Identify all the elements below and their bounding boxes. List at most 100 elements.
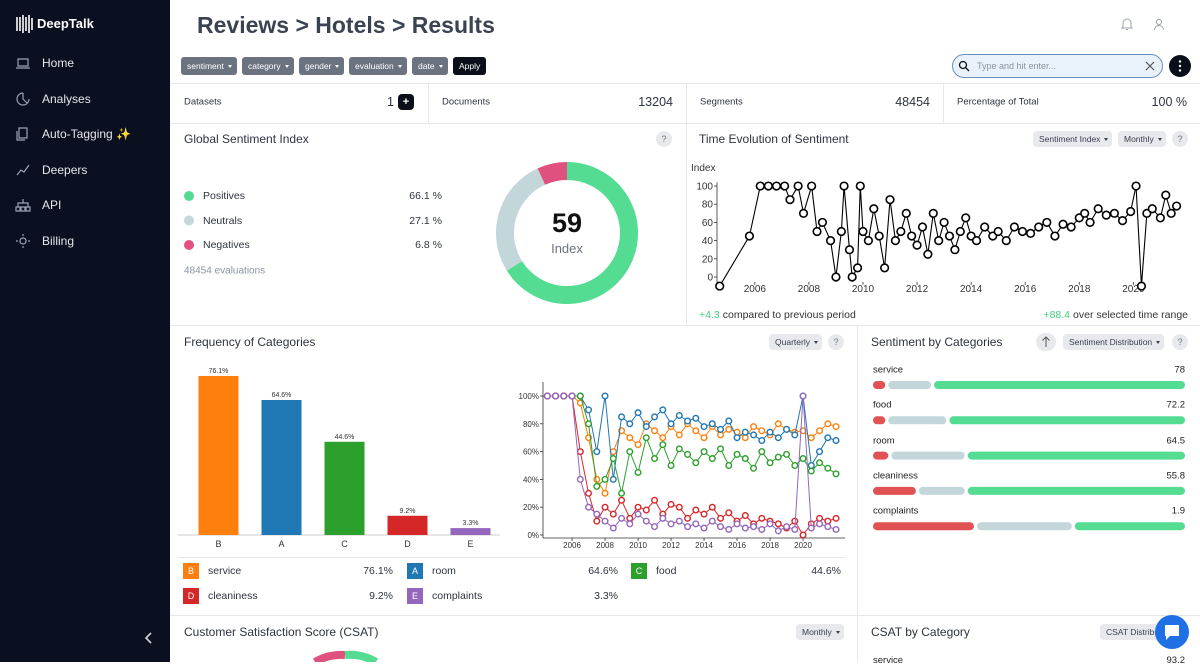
data-point [708,420,716,428]
data-point [774,420,782,428]
data-point [568,392,576,400]
panel-dropdown[interactable]: Sentiment Index [1033,131,1113,147]
donut-segment [537,162,568,185]
search-box[interactable]: Type and hit enter... [952,54,1163,78]
data-point [890,236,901,246]
category-score: 78 [1174,364,1185,376]
clear-icon[interactable] [1145,61,1155,71]
brand-name: DeepTalk [37,16,94,31]
data-point [798,208,809,218]
data-point [1017,226,1028,237]
filter-dropdown[interactable]: sentiment [181,57,237,75]
data-point [618,514,626,522]
data-point [733,434,741,442]
data-point [543,392,551,400]
filter-dropdown[interactable]: date [412,57,448,75]
y-tick-label: 100% [519,392,539,401]
panel-dropdown[interactable]: Monthly [1118,131,1166,147]
y-tick-label: 20 [702,254,714,265]
data-point [934,236,944,246]
bar-value-label: 9.2% [400,508,416,515]
distribution-segment [873,522,974,531]
distribution-segment [873,451,889,460]
data-point [560,392,568,400]
more-button[interactable] [1169,55,1191,77]
nav-item[interactable]: Deepers [42,162,88,177]
icon-path [15,199,31,212]
data-point [939,217,949,228]
x-tick-label: 2018 [761,541,779,550]
panel-dropdown[interactable]: Sentiment Distribution [1063,334,1165,350]
bar-value-label: 44.6% [335,434,355,441]
bell-icon[interactable] [1120,17,1134,31]
nav-item[interactable]: Home [42,56,75,70]
data-point [901,208,911,218]
data-point [552,392,560,400]
data-point [755,181,765,191]
panel-dropdown[interactable]: CSAT Distribution [1100,624,1185,640]
data-point [543,392,551,400]
nav-item[interactable]: Auto-Tagging ✨ [42,127,131,142]
data-point [618,489,626,497]
filter-dropdown[interactable]: category [242,57,294,75]
distribution-segment [949,416,1185,425]
data-point [667,420,675,428]
data-point [708,517,716,525]
bar-value-label: 3.3% [463,520,479,527]
data-point [836,226,846,237]
category-label: food [873,399,892,411]
panel-dropdown[interactable]: Quarterly [769,334,822,350]
sort-button[interactable] [1036,333,1056,351]
legend-value: 64.6% [588,565,618,577]
data-point [1171,201,1182,211]
icon-path [16,127,28,141]
data-point [552,392,560,400]
help-button[interactable]: ? [656,131,672,147]
help-button[interactable]: ? [1172,334,1188,350]
data-point [824,523,832,531]
add-dataset-button[interactable]: + [398,94,414,110]
data-point [568,392,576,400]
data-point [807,524,815,532]
data-point [907,231,917,241]
data-point [1026,228,1036,238]
data-point [634,441,642,449]
data-point [593,448,601,456]
nav-item[interactable]: API [42,198,62,213]
data-point [1093,204,1103,214]
data-point [634,503,642,511]
data-point [675,431,683,439]
y-tick-label: 0% [527,531,539,540]
legend-value: 6.8 % [415,239,442,251]
data-point [1042,217,1052,228]
x-tick-label: 2012 [906,284,929,295]
data-point [700,448,708,456]
data-point [928,208,938,218]
panel-dropdown[interactable]: Monthly [796,624,844,640]
user-icon[interactable] [1152,17,1166,31]
collapse-button[interactable] [141,630,157,646]
csat-gauge-decoration [312,650,346,662]
help-button[interactable]: ? [828,334,844,350]
x-tick-label: 2014 [695,541,713,550]
filter-dropdown[interactable]: gender [299,57,345,75]
nav-item[interactable]: Analyses [42,91,91,106]
icon-path [16,91,30,106]
data-point [609,448,617,456]
help-button[interactable]: ? [1172,131,1188,147]
data-point [771,181,782,191]
data-point [758,448,766,456]
data-point [1131,181,1141,191]
filter-dropdown[interactable]: evaluation [349,57,407,75]
x-tick-label: 2016 [728,541,746,550]
data-point [966,231,976,241]
apply-button[interactable]: Apply [453,57,487,75]
data-point [700,423,708,431]
data-point [816,520,824,528]
panel-title: CSAT by Category [871,625,970,639]
nav-item[interactable]: Billing [42,234,75,248]
legend-dot [184,240,194,250]
data-point [543,392,551,400]
data-point [651,455,659,463]
y-tick-label: 60 [702,218,714,229]
